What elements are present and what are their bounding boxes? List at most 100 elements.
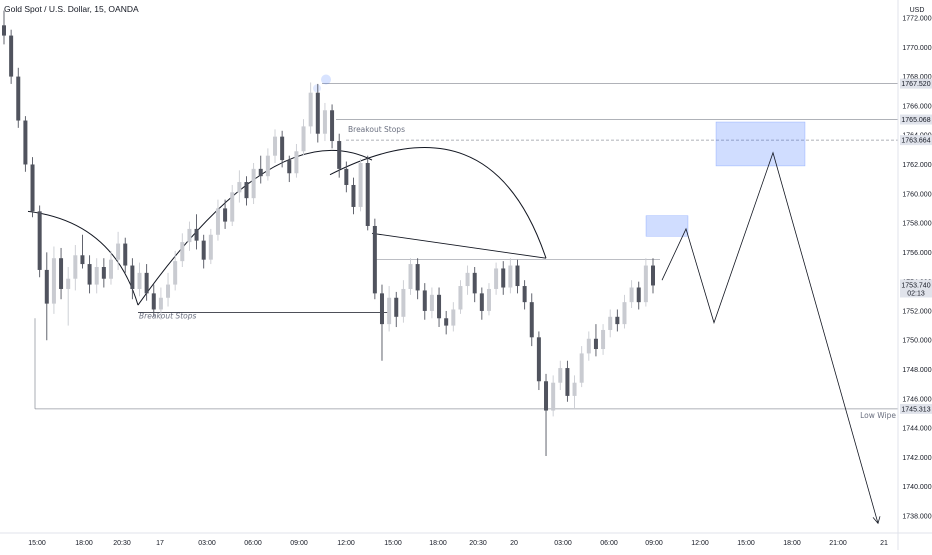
candle-body [458,286,463,310]
y-tick-label: 1746.000 [902,396,931,403]
candle [258,155,263,184]
candle-body [651,265,655,286]
candle-body [130,265,135,289]
annotation-label: Breakout Stops [348,125,405,134]
y-tick-label: 1766.000 [902,103,931,110]
candle-body [593,338,598,350]
candle-body [2,25,6,36]
candle-body [558,368,563,383]
candle [230,184,235,226]
candle [458,280,463,314]
candle-body [158,297,163,310]
candle-body [472,272,477,294]
candle-body [237,182,242,193]
candle-body [337,141,342,169]
candle-body [230,192,235,222]
candle [558,360,563,391]
y-tick-label: 1740.000 [902,484,931,491]
candle [408,258,413,295]
y-tick-label: 1748.000 [902,367,931,374]
candle [223,199,228,229]
candle [486,283,491,316]
candle-body [94,267,99,285]
x-tick-label: 21:00 [829,540,847,547]
candle [629,280,634,309]
candle [544,373,549,456]
candle [636,281,641,310]
x-tick-label: 12:00 [691,540,709,547]
candle [130,258,135,300]
level-price-tag [900,114,932,125]
candle [494,262,499,295]
candle [479,287,484,320]
level-price-tag [900,78,932,89]
candle-body [322,110,327,134]
candle [351,177,356,215]
projection-path [661,151,879,524]
candle-body [394,297,399,317]
candle-body [301,126,306,152]
candle-body [166,284,171,298]
x-tick-label: 09:00 [645,540,663,547]
candle [108,250,113,285]
candle [137,262,142,297]
symbol-title: Gold Spot / U.S. Dollar, 15, OANDA [4,4,139,14]
candle-body [387,297,392,325]
candle [379,284,384,361]
candle-body [365,163,370,226]
candle-body [223,208,228,222]
candle-body [173,261,178,285]
candle [465,265,470,295]
candle-body [465,272,470,287]
level-price-tag [900,403,932,414]
y-tick-label: 1752.000 [902,308,931,315]
candle [30,157,35,218]
candle [451,302,456,332]
candle [244,176,249,206]
candle-body [608,316,613,330]
candle [401,280,406,323]
candle-body [37,211,42,270]
target-zone-large [715,121,806,167]
candle [372,218,377,300]
candle-body [429,294,434,311]
candle-body [536,337,541,382]
candle [23,116,28,172]
candle [166,272,171,307]
candle [294,143,299,178]
x-tick-label: 18:00 [429,540,447,547]
candle [608,309,613,338]
candle [215,199,220,241]
candle [344,161,349,193]
candle [208,228,213,265]
candle [101,258,106,288]
candle [429,287,434,319]
candle [551,375,556,417]
candle-body [194,228,199,241]
arc-rising [137,150,373,306]
x-tick-label: 20:30 [113,540,131,547]
candle [579,346,584,388]
candle-body [59,258,64,289]
candle-body [144,272,149,294]
candle-body [494,268,499,289]
candle [16,67,21,128]
candle [508,258,513,294]
candle-body [372,225,377,294]
candle-body [344,168,349,185]
candle-body [66,278,71,289]
candle-body [622,302,627,325]
candle [422,283,427,320]
candle-body [294,151,299,174]
candle [365,155,370,231]
candle [187,221,192,251]
candle [322,102,327,142]
candle-body [565,368,570,396]
level-price-tag-label: 1763.664 [901,138,930,145]
candle-body [551,382,556,411]
level-price-tag-label: 1745.313 [901,406,930,413]
candle [615,309,620,332]
candle [80,234,85,269]
